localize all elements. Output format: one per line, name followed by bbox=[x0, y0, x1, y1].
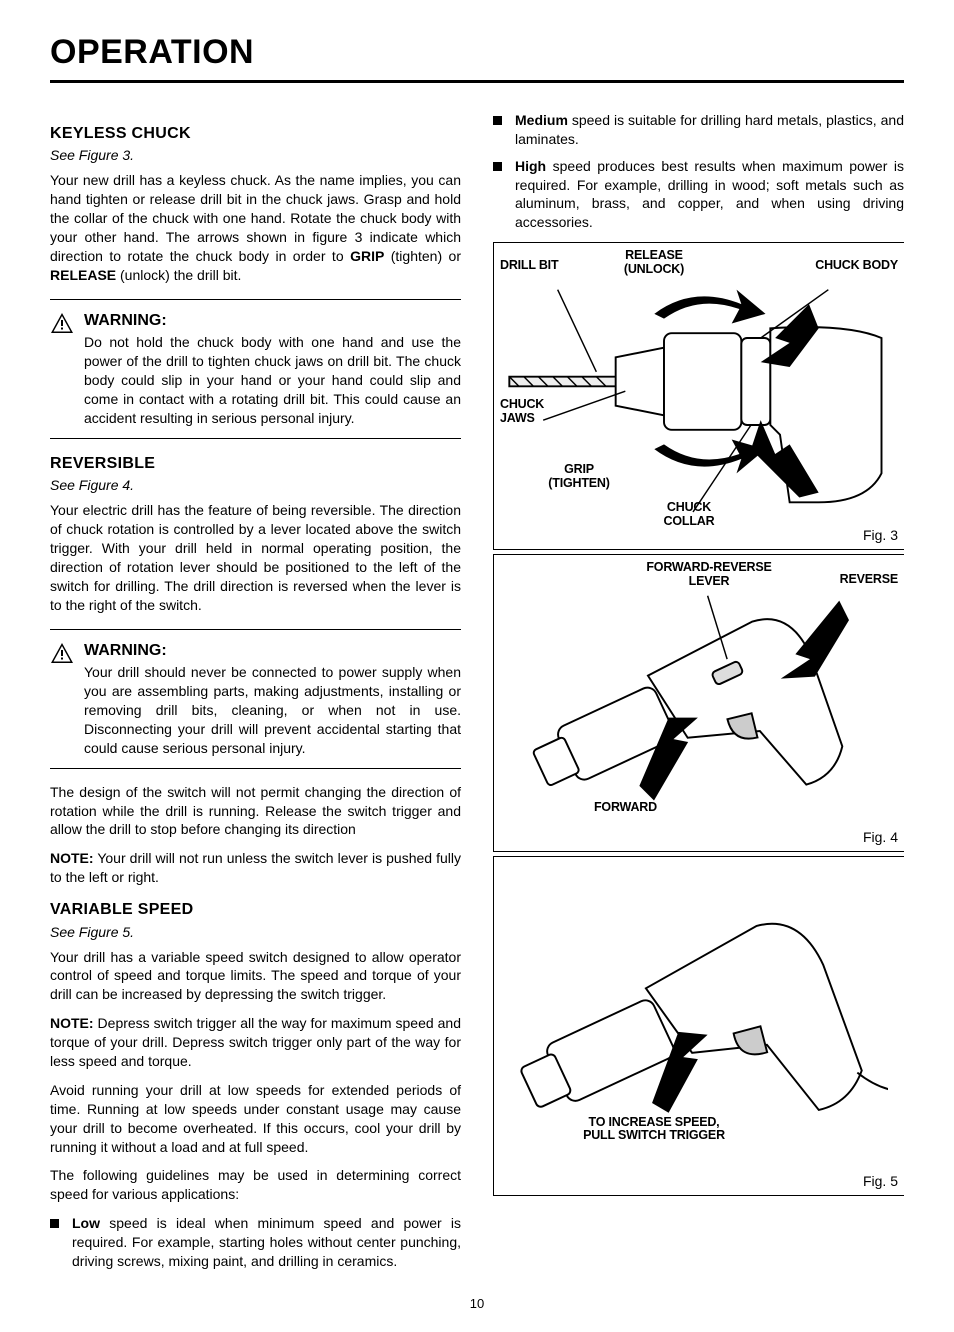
left-column: KEYLESS CHUCK See Figure 3. Your new dri… bbox=[50, 111, 461, 1281]
warning-text-2: Your drill should never be connected to … bbox=[84, 663, 461, 757]
grip-after: (tighten) or bbox=[384, 248, 461, 264]
reversible-heading: REVERSIBLE bbox=[50, 453, 461, 475]
page-number: 10 bbox=[50, 1295, 904, 1313]
figure-5-caption: Fig. 5 bbox=[863, 1172, 898, 1191]
warning-title-1: WARNING: bbox=[84, 310, 461, 332]
keyless-chuck-paragraph: Your new drill has a keyless chuck. As t… bbox=[50, 171, 461, 284]
release-after: (unlock) the drill bit. bbox=[116, 267, 241, 283]
warning-icon bbox=[50, 642, 74, 664]
list-item: Low speed is ideal when minimum speed an… bbox=[50, 1214, 461, 1271]
variable-speed-see-figure: See Figure 5. bbox=[50, 923, 461, 942]
note-text-2: Depress switch trigger all the way for m… bbox=[50, 1015, 461, 1069]
low-text: speed is ideal when minimum speed and po… bbox=[72, 1215, 461, 1269]
figure-3-caption: Fig. 3 bbox=[863, 526, 898, 545]
release-word: RELEASE bbox=[50, 267, 116, 283]
variable-speed-paragraph-3: The following guidelines may be used in … bbox=[50, 1166, 461, 1204]
figure-3-drill-icon bbox=[498, 251, 888, 541]
note-label-1: NOTE: bbox=[50, 850, 94, 866]
keyless-chuck-heading: KEYLESS CHUCK bbox=[50, 123, 461, 145]
right-column: Medium speed is suitable for drilling ha… bbox=[493, 111, 904, 1281]
figure-5-drill-icon bbox=[498, 863, 888, 1187]
keyless-chuck-see-figure: See Figure 3. bbox=[50, 146, 461, 165]
warning-block-2: WARNING: Your drill should never be conn… bbox=[50, 629, 461, 769]
warning-title-2: WARNING: bbox=[84, 640, 461, 662]
variable-speed-heading: VARIABLE SPEED bbox=[50, 899, 461, 921]
variable-speed-paragraph-1: Your drill has a variable speed switch d… bbox=[50, 948, 461, 1005]
list-item: Medium speed is suitable for drilling ha… bbox=[493, 111, 904, 149]
variable-speed-paragraph-2: Avoid running your drill at low speeds f… bbox=[50, 1081, 461, 1157]
reversible-note: NOTE: Your drill will not run unless the… bbox=[50, 849, 461, 887]
speed-guidelines-list: Low speed is ideal when minimum speed an… bbox=[50, 1214, 461, 1271]
speed-guidelines-list-cont: Medium speed is suitable for drilling ha… bbox=[493, 111, 904, 232]
warning-block-1: WARNING: Do not hold the chuck body with… bbox=[50, 299, 461, 439]
figure-4-caption: Fig. 4 bbox=[863, 828, 898, 847]
grip-word: GRIP bbox=[350, 248, 384, 264]
warning-text-1: Do not hold the chuck body with one hand… bbox=[84, 333, 461, 427]
low-label: Low bbox=[72, 1215, 100, 1231]
warning-icon bbox=[50, 312, 74, 334]
reversible-see-figure: See Figure 4. bbox=[50, 476, 461, 495]
high-label: High bbox=[515, 158, 546, 174]
high-text: speed produces best results when maximum… bbox=[515, 158, 904, 231]
medium-label: Medium bbox=[515, 112, 568, 128]
medium-text: speed is suitable for drilling hard meta… bbox=[515, 112, 904, 147]
figure-5: TO INCREASE SPEED,PULL SWITCH TRIGGER bbox=[493, 856, 904, 1196]
reversible-paragraph-2: The design of the switch will not permit… bbox=[50, 783, 461, 840]
reversible-paragraph-1: Your electric drill has the feature of b… bbox=[50, 501, 461, 614]
figure-4: FORWARD-REVERSELEVER REVERSE FORWARD bbox=[493, 554, 904, 852]
variable-speed-note: NOTE: Depress switch trigger all the way… bbox=[50, 1014, 461, 1071]
figure-3: RELEASE(UNLOCK) DRILL BIT CHUCK BODY CHU… bbox=[493, 242, 904, 550]
note-text-1: Your drill will not run unless the switc… bbox=[50, 850, 461, 885]
list-item: High speed produces best results when ma… bbox=[493, 157, 904, 233]
note-label-2: NOTE: bbox=[50, 1015, 94, 1031]
page-title: OPERATION bbox=[50, 30, 904, 83]
figure-4-drill-icon bbox=[498, 561, 888, 845]
